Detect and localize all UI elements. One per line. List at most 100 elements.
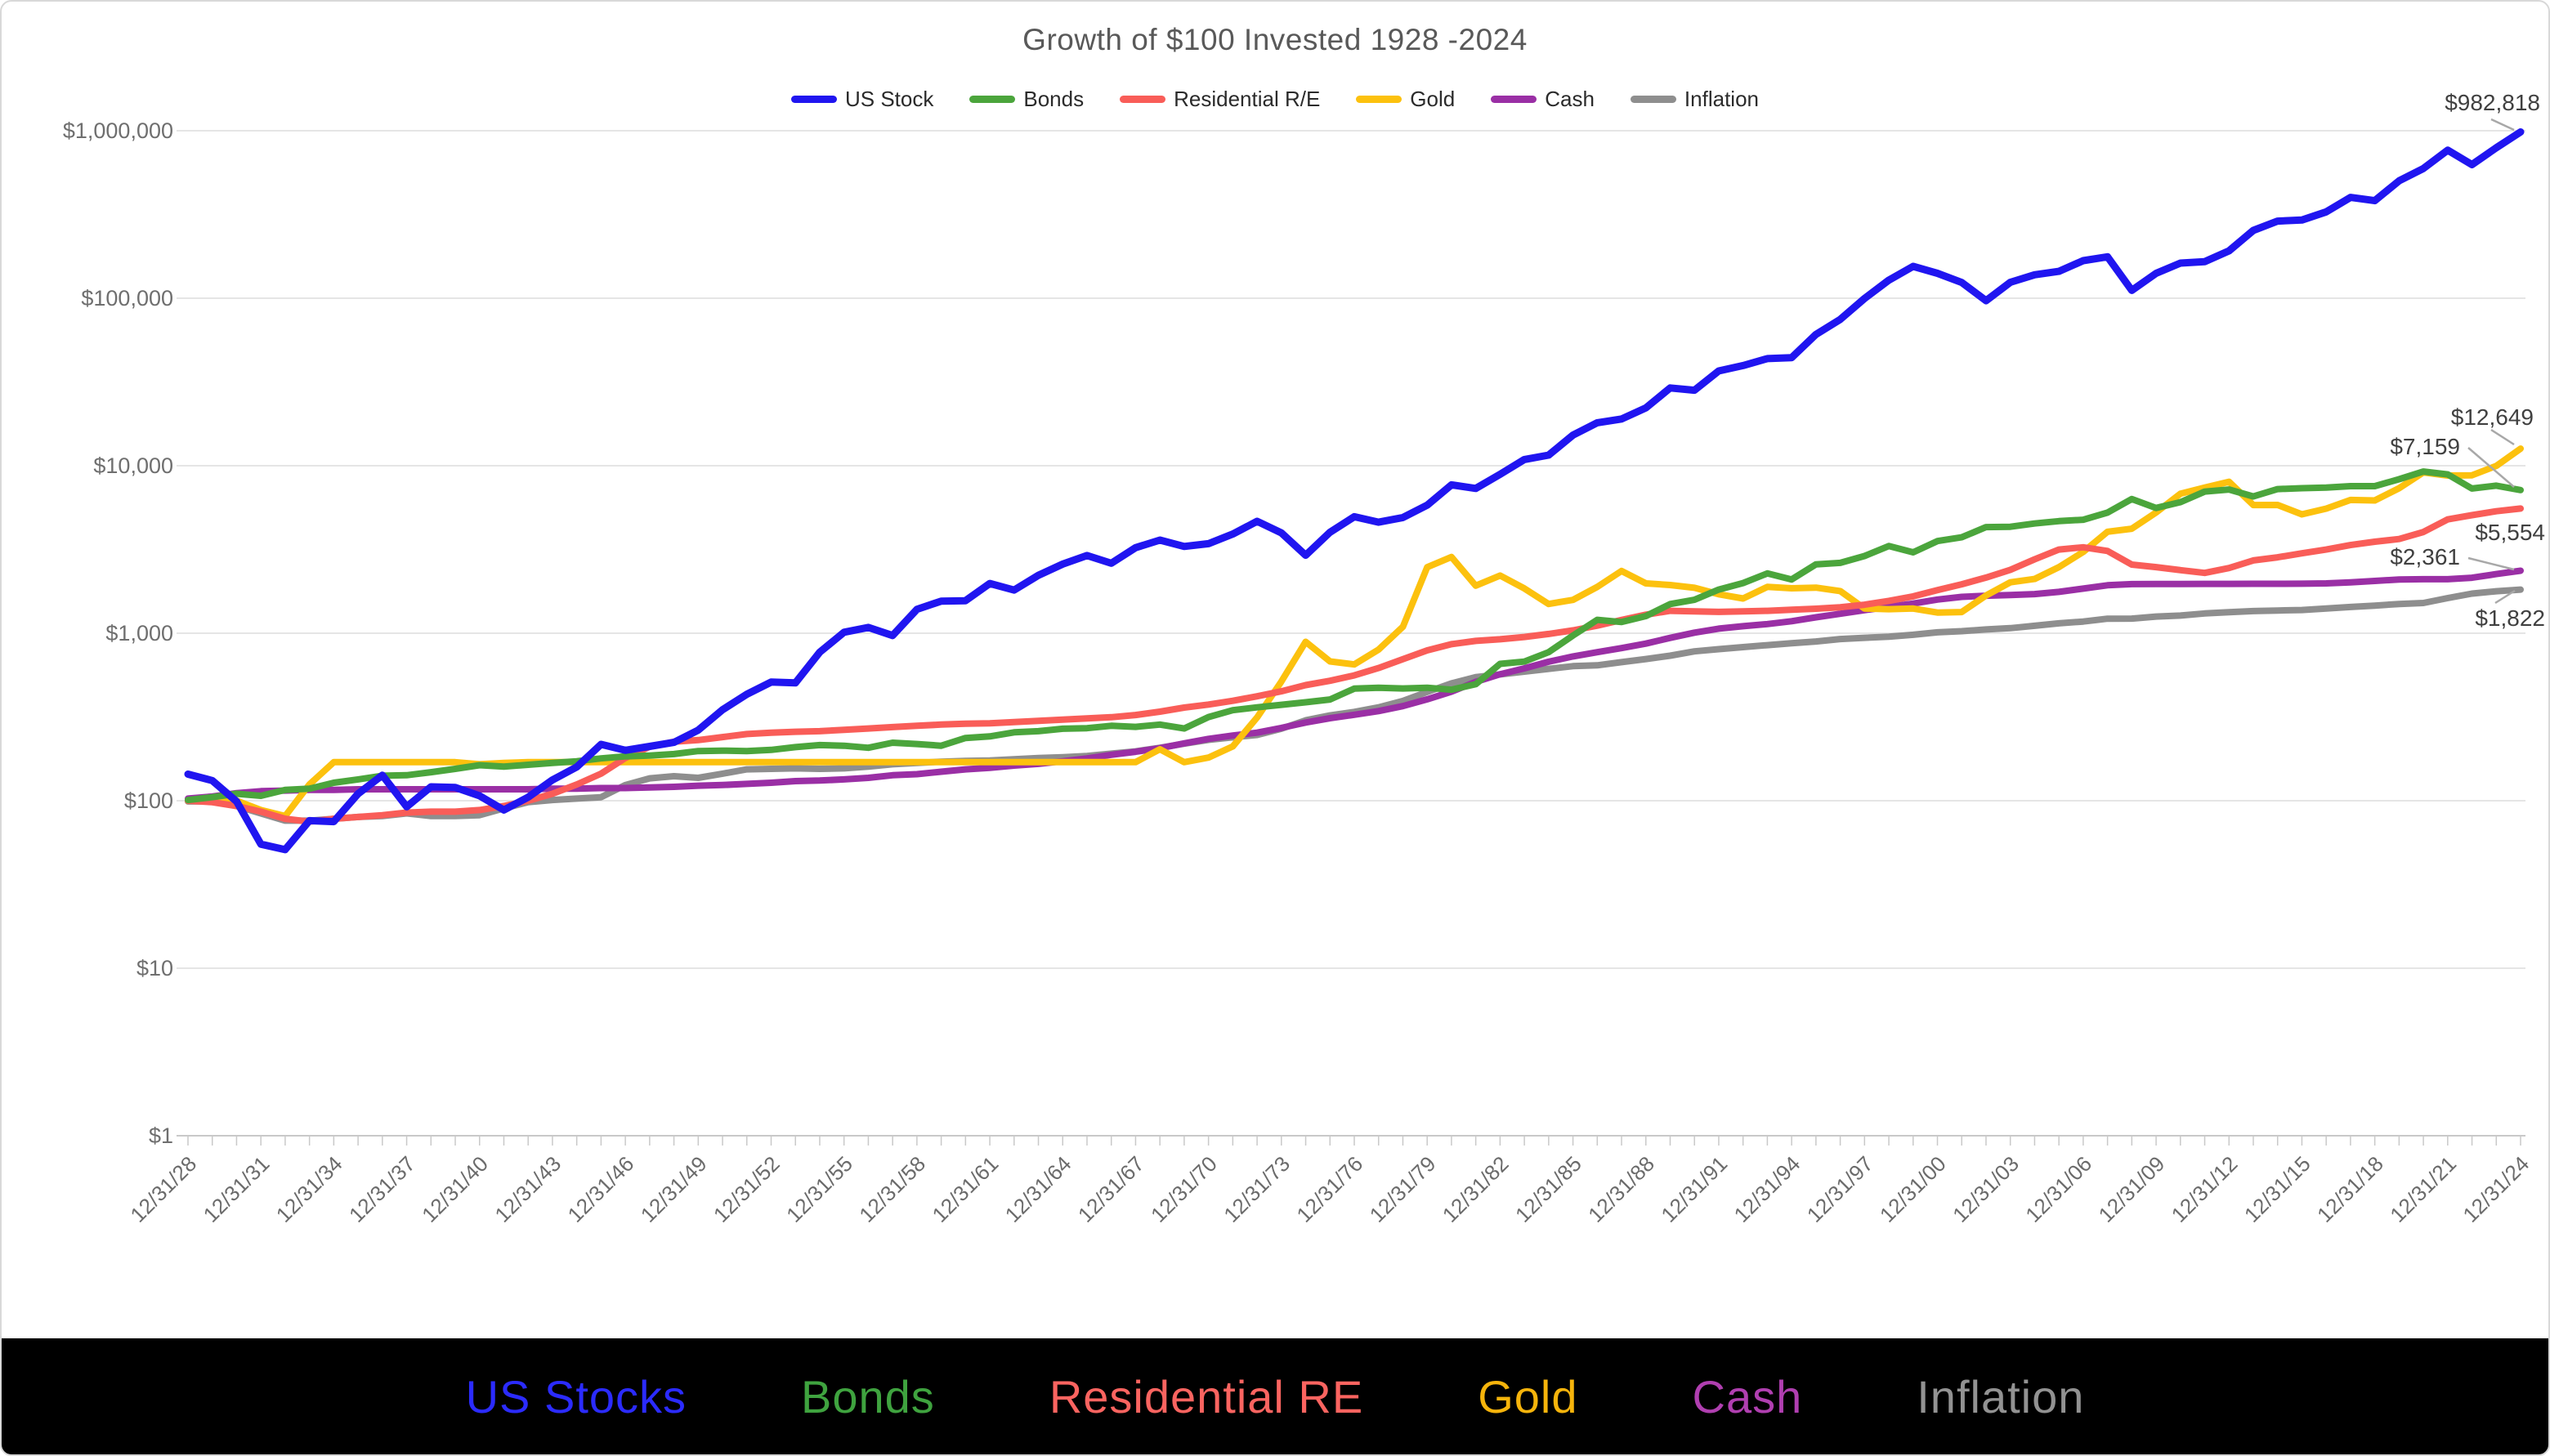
svg-text:12/31/46: 12/31/46	[563, 1151, 639, 1227]
svg-text:12/31/24: 12/31/24	[2458, 1151, 2534, 1227]
svg-text:12/31/31: 12/31/31	[199, 1151, 275, 1227]
x-axis-label: 12/31/88	[1583, 1151, 1659, 1227]
y-axis-label: $1	[149, 1123, 173, 1148]
x-axis-label: 12/31/52	[709, 1151, 785, 1227]
svg-text:12/31/64: 12/31/64	[1000, 1151, 1076, 1227]
svg-text:12/31/34: 12/31/34	[271, 1151, 347, 1227]
end-label-leader	[2494, 589, 2516, 605]
legend-swatch	[969, 96, 1016, 103]
x-axis-label: 12/31/43	[490, 1151, 566, 1227]
legend-item-inflation[interactable]: Inflation	[1630, 87, 1759, 112]
legend-item-gold[interactable]: Gold	[1356, 87, 1455, 112]
x-axis-label: 12/31/03	[1948, 1151, 2024, 1227]
x-axis-label: 12/31/70	[1146, 1151, 1222, 1227]
svg-text:12/31/97: 12/31/97	[1802, 1151, 1878, 1227]
svg-text:12/31/12: 12/31/12	[2167, 1151, 2243, 1227]
x-axis-label: 12/31/79	[1365, 1151, 1441, 1227]
svg-text:12/31/06: 12/31/06	[2020, 1151, 2096, 1227]
x-axis-label: 12/31/61	[928, 1151, 1004, 1227]
svg-text:12/31/09: 12/31/09	[2094, 1151, 2170, 1227]
svg-text:12/31/67: 12/31/67	[1073, 1151, 1149, 1227]
x-axis-label: 12/31/24	[2458, 1151, 2534, 1227]
legend-item-us-stock[interactable]: US Stock	[790, 87, 934, 112]
svg-text:12/31/00: 12/31/00	[1875, 1151, 1951, 1227]
x-axis-label: 12/31/58	[854, 1151, 930, 1227]
x-axis-label: 12/31/64	[1000, 1151, 1076, 1227]
end-label-residential-r-e: $5,554	[2475, 520, 2545, 545]
footer-legend-bar: US Stocks Bonds Residential RE Gold Cash Infl…	[2, 1338, 2548, 1454]
x-axis-label: 12/31/76	[1291, 1151, 1367, 1227]
footer-item-inflation: Inflation	[1917, 1370, 2085, 1423]
series-line-us-stock	[184, 128, 2525, 854]
end-label-us-stock: $982,818	[2445, 90, 2540, 115]
x-axis-label: 12/31/00	[1875, 1151, 1951, 1227]
svg-text:12/31/73: 12/31/73	[1219, 1151, 1295, 1227]
x-axis-label: 12/31/40	[417, 1151, 493, 1227]
x-axis-label: 12/31/15	[2239, 1151, 2315, 1227]
svg-text:12/31/55: 12/31/55	[781, 1151, 857, 1227]
svg-text:12/31/21: 12/31/21	[2385, 1151, 2461, 1227]
footer-item-cash: Cash	[1692, 1370, 1803, 1423]
svg-text:12/31/85: 12/31/85	[1510, 1151, 1586, 1227]
x-axis-label: 12/31/21	[2385, 1151, 2461, 1227]
svg-text:12/31/15: 12/31/15	[2239, 1151, 2315, 1227]
x-axis-label: 12/31/67	[1073, 1151, 1149, 1227]
x-axis-label: 12/31/91	[1656, 1151, 1732, 1227]
end-label-inflation: $1,822	[2475, 605, 2545, 631]
svg-text:12/31/37: 12/31/37	[344, 1151, 420, 1227]
x-axis-label: 12/31/46	[563, 1151, 639, 1227]
legend-swatch	[1630, 96, 1676, 103]
legend-item-residential-r-e[interactable]: Residential R/E	[1120, 87, 1320, 112]
svg-text:12/31/28: 12/31/28	[125, 1151, 201, 1227]
legend-item-cash[interactable]: Cash	[1491, 87, 1595, 112]
chart-legend: US Stock Bonds Residential R/E Gold Cash Infl…	[2, 87, 2548, 112]
y-axis-label: $100,000	[81, 286, 173, 310]
footer-item-us-stocks: US Stocks	[465, 1370, 687, 1423]
end-label-gold: $12,649	[2451, 404, 2534, 430]
svg-text:12/31/49: 12/31/49	[636, 1151, 712, 1227]
y-axis-label: $100	[124, 788, 173, 813]
end-label-leader	[2467, 447, 2515, 488]
legend-label: Gold	[1410, 87, 1456, 111]
svg-text:12/31/82: 12/31/82	[1438, 1151, 1514, 1227]
x-axis-label: 12/31/09	[2094, 1151, 2170, 1227]
y-axis-label: $10,000	[93, 453, 173, 478]
x-axis-label: 12/31/85	[1510, 1151, 1586, 1227]
series-line-bonds	[185, 468, 2524, 804]
svg-text:12/31/43: 12/31/43	[490, 1151, 566, 1227]
series-line-residential-r-e	[185, 505, 2524, 825]
svg-text:12/31/70: 12/31/70	[1146, 1151, 1222, 1227]
svg-text:12/31/94: 12/31/94	[1729, 1151, 1805, 1227]
end-label-leader	[2490, 428, 2515, 446]
x-axis-label: 12/31/49	[636, 1151, 712, 1227]
svg-text:12/31/91: 12/31/91	[1656, 1151, 1732, 1227]
legend-item-bonds[interactable]: Bonds	[969, 87, 1084, 112]
svg-text:12/31/18: 12/31/18	[2312, 1151, 2388, 1227]
svg-text:12/31/58: 12/31/58	[854, 1151, 930, 1227]
end-label-cash: $2,361	[2390, 544, 2460, 569]
x-axis-label: 12/31/55	[781, 1151, 857, 1227]
svg-text:12/31/40: 12/31/40	[417, 1151, 493, 1227]
x-axis-label: 12/31/34	[271, 1151, 347, 1227]
svg-text:12/31/03: 12/31/03	[1948, 1151, 2024, 1227]
footer-item-residential-re: Residential RE	[1049, 1370, 1364, 1423]
legend-swatch	[1356, 96, 1402, 103]
x-axis-label: 12/31/28	[125, 1151, 201, 1227]
legend-swatch	[790, 96, 837, 103]
x-axis-label: 12/31/31	[199, 1151, 275, 1227]
svg-text:12/31/88: 12/31/88	[1583, 1151, 1659, 1227]
svg-text:12/31/52: 12/31/52	[709, 1151, 785, 1227]
svg-text:12/31/76: 12/31/76	[1291, 1151, 1367, 1227]
series-line-cash	[185, 567, 2524, 802]
end-label-leader	[2467, 556, 2515, 571]
legend-label: Cash	[1545, 87, 1595, 111]
legend-label: Residential R/E	[1174, 87, 1321, 111]
legend-label: US Stock	[844, 87, 934, 111]
footer-item-gold: Gold	[1478, 1370, 1578, 1423]
y-axis-label: $10	[136, 956, 173, 980]
chart-title: Growth of $100 Invested 1928 -2024	[1022, 23, 1528, 56]
x-axis-label: 12/31/12	[2167, 1151, 2243, 1227]
legend-swatch	[1491, 96, 1537, 103]
